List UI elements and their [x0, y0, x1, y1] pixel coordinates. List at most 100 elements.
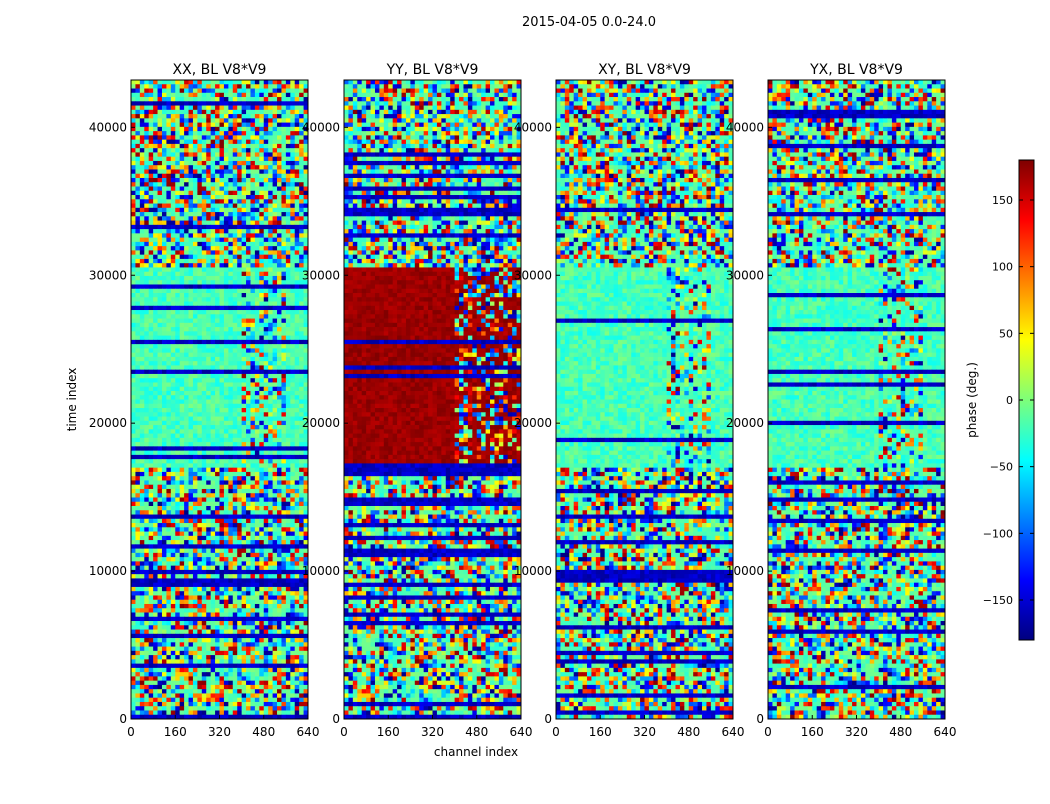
heatmap-cell: [255, 148, 260, 153]
heatmap-cell: [184, 365, 189, 370]
heatmap-cell: [250, 225, 255, 230]
heatmap-cell: [246, 255, 251, 260]
heatmap-cell: [286, 280, 291, 285]
heatmap-cell: [215, 80, 220, 85]
heatmap-cell: [197, 370, 202, 375]
heatmap-cell: [135, 182, 140, 187]
heatmap-cell: [264, 242, 269, 247]
heatmap-cell: [268, 263, 273, 268]
heatmap-cell: [215, 267, 220, 272]
heatmap-cell: [144, 314, 149, 319]
heatmap-cell: [206, 199, 211, 204]
heatmap-cell: [162, 357, 167, 362]
heatmap-cell: [237, 157, 242, 162]
heatmap-cell: [273, 89, 278, 94]
heatmap-cell: [233, 178, 238, 183]
heatmap-cell: [281, 331, 286, 336]
heatmap-cell: [268, 114, 273, 119]
heatmap-cell: [299, 216, 304, 221]
heatmap-cell: [255, 140, 260, 145]
heatmap-cell: [144, 319, 149, 324]
heatmap-cell: [228, 250, 233, 255]
heatmap-cell: [149, 340, 154, 345]
heatmap-cell: [286, 297, 291, 302]
heatmap-cell: [224, 182, 229, 187]
heatmap-cell: [158, 382, 163, 387]
heatmap-cell: [228, 118, 233, 123]
heatmap-cell: [197, 374, 202, 379]
heatmap-cell: [189, 348, 194, 353]
heatmap-cell: [233, 97, 238, 102]
heatmap-cell: [131, 319, 136, 324]
heatmap-cell: [144, 191, 149, 196]
heatmap-cell: [215, 276, 220, 281]
heatmap-cell: [175, 365, 180, 370]
heatmap-cell: [215, 331, 220, 336]
heatmap-cell: [197, 348, 202, 353]
heatmap-cell: [140, 259, 145, 264]
heatmap-cell: [259, 293, 264, 298]
heatmap-cell: [166, 174, 171, 179]
heatmap-cell: [273, 212, 278, 217]
heatmap-cell: [135, 195, 140, 200]
heatmap-cell: [277, 340, 282, 345]
heatmap-cell: [281, 144, 286, 149]
heatmap-cell: [193, 216, 198, 221]
heatmap-cell: [228, 267, 233, 272]
heatmap-cell: [237, 118, 242, 123]
heatmap-cell: [237, 357, 242, 362]
heatmap-cell: [277, 289, 282, 294]
heatmap-cell: [299, 370, 304, 375]
heatmap-cell: [246, 353, 251, 358]
heatmap-cell: [131, 348, 136, 353]
heatmap-cell: [295, 165, 300, 170]
heatmap-cell: [224, 135, 229, 140]
heatmap-cell: [255, 195, 260, 200]
heatmap-cell: [273, 187, 278, 192]
heatmap-cell: [193, 131, 198, 136]
heatmap-cell: [140, 293, 145, 298]
heatmap-cell: [140, 327, 145, 332]
heatmap-cell: [189, 259, 194, 264]
heatmap-cell: [197, 387, 202, 392]
heatmap-cell: [166, 387, 171, 392]
heatmap-cell: [299, 336, 304, 341]
heatmap-cell: [175, 331, 180, 336]
heatmap-cell: [237, 259, 242, 264]
heatmap-cell: [131, 246, 136, 251]
heatmap-cell: [233, 165, 238, 170]
heatmap-cell: [228, 204, 233, 209]
heatmap-cell: [180, 267, 185, 272]
heatmap-cell: [228, 336, 233, 341]
heatmap-cell: [237, 327, 242, 332]
heatmap-cell: [246, 97, 251, 102]
heatmap-cell: [189, 374, 194, 379]
heatmap-cell: [215, 165, 220, 170]
heatmap-cell: [277, 246, 282, 251]
heatmap-cell: [131, 263, 136, 268]
heatmap-cell: [224, 289, 229, 294]
heatmap-cell: [259, 101, 264, 106]
heatmap-cell: [184, 348, 189, 353]
heatmap-cell: [135, 280, 140, 285]
heatmap-cell: [193, 263, 198, 268]
heatmap-cell: [135, 255, 140, 260]
heatmap-cell: [166, 114, 171, 119]
heatmap-cell: [180, 391, 185, 396]
heatmap-cell: [273, 297, 278, 302]
heatmap-cell: [215, 191, 220, 196]
heatmap-cell: [295, 331, 300, 336]
heatmap-cell: [277, 348, 282, 353]
heatmap-cell: [211, 297, 216, 302]
heatmap-cell: [290, 310, 295, 315]
heatmap-cell: [215, 233, 220, 238]
heatmap-cell: [135, 127, 140, 132]
heatmap-cell: [233, 250, 238, 255]
heatmap-cell: [215, 357, 220, 362]
heatmap-cell: [255, 225, 260, 230]
heatmap-cell: [281, 374, 286, 379]
heatmap-cell: [135, 331, 140, 336]
heatmap-cell: [175, 340, 180, 345]
heatmap-cell: [180, 199, 185, 204]
heatmap-cell: [211, 353, 216, 358]
